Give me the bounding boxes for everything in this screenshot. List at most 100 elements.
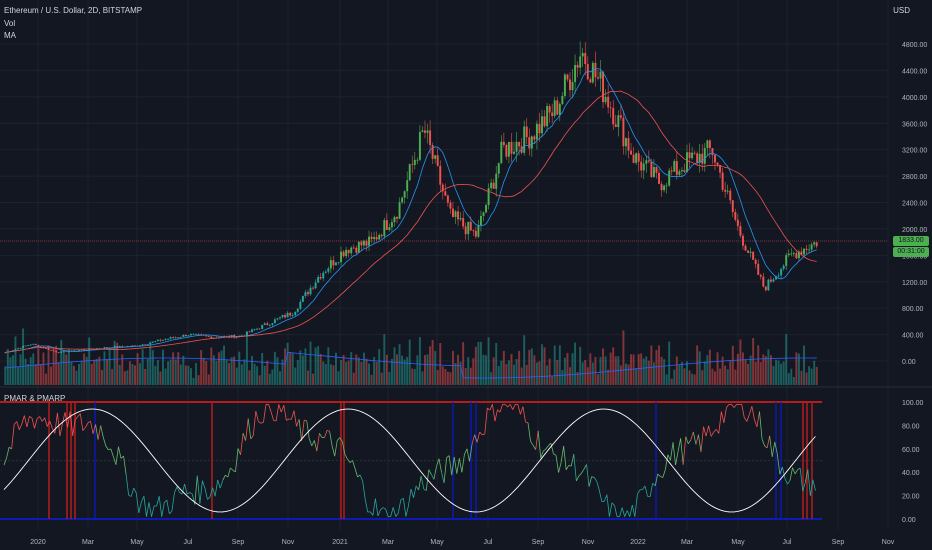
volume-bar xyxy=(569,367,571,385)
pmar-line-segment xyxy=(214,479,219,497)
candle-body xyxy=(655,167,658,173)
volume-bar xyxy=(42,352,45,385)
candle-body xyxy=(162,339,164,341)
volume-bar xyxy=(256,366,259,385)
time-tick-label: Nov xyxy=(282,539,295,546)
ma-legend[interactable]: MA xyxy=(4,31,16,40)
candle-body xyxy=(500,141,503,164)
volume-bar xyxy=(322,361,325,385)
pmar-line-segment xyxy=(189,492,193,495)
volume-bar xyxy=(518,350,521,385)
volume-bar xyxy=(182,355,185,385)
time-axis[interactable]: 2020 Mar May Jul Sep Nov 2021 Mar May Jul Sep Nov 20… xyxy=(30,539,895,546)
volume-bar xyxy=(619,365,622,385)
candle-body xyxy=(775,276,777,280)
volume-bar xyxy=(497,366,500,385)
volume-bar xyxy=(574,342,577,385)
volume-bar xyxy=(566,352,569,385)
volume-legend[interactable]: Vol xyxy=(4,19,16,28)
time-tick-label: Jul xyxy=(783,539,792,546)
pmar-line-segment xyxy=(77,413,81,417)
pmar-line-segment xyxy=(443,457,448,483)
candle-body xyxy=(134,345,136,347)
volume-bar xyxy=(373,356,376,385)
candle-body xyxy=(144,344,147,346)
volume-bar xyxy=(103,351,106,385)
volume-bar xyxy=(289,352,292,385)
high-signal-bar xyxy=(802,402,804,519)
volume-bar xyxy=(716,352,719,385)
indicator-legend[interactable]: PMAR & PMARP xyxy=(4,394,66,403)
volume-bar xyxy=(533,355,536,385)
volume-bar xyxy=(347,360,350,385)
candle-body xyxy=(118,345,121,348)
candle-body xyxy=(652,167,655,177)
volume-bar xyxy=(538,361,541,385)
pmar-line-segment xyxy=(120,455,124,459)
volume-bar xyxy=(741,352,744,385)
volume-bar xyxy=(655,349,658,385)
pmar-line-segment xyxy=(408,488,412,506)
candle-body xyxy=(813,242,816,245)
volume-bar xyxy=(307,370,309,385)
volume-bar xyxy=(436,370,439,385)
volume-bar xyxy=(754,361,757,385)
volume-bar xyxy=(734,369,737,385)
candle-body xyxy=(189,333,192,336)
pmar-line-segment xyxy=(420,475,425,490)
volume-bar xyxy=(591,362,594,385)
volume-bar xyxy=(675,356,678,385)
volume-bar xyxy=(29,357,32,385)
candle-body xyxy=(408,164,411,181)
pmar-line-segment xyxy=(672,442,676,466)
volume-bar xyxy=(589,353,592,385)
volume-bar xyxy=(469,367,472,385)
candle-body xyxy=(477,225,480,237)
indicator-axis[interactable]: 100.00 80.00 60.00 40.00 20.00 0.00 xyxy=(902,400,924,524)
volume-bar xyxy=(599,357,602,385)
volume-bar xyxy=(19,354,22,385)
volume-bar xyxy=(273,351,276,385)
pmar-line-segment xyxy=(560,445,565,463)
pmar-line-segment xyxy=(759,411,763,440)
volume-bar xyxy=(55,345,58,385)
volume-bar xyxy=(449,372,452,385)
pmar-line-segment xyxy=(184,483,188,495)
candle-body xyxy=(782,265,785,269)
pmar-line-segment xyxy=(275,404,280,421)
volume-bar xyxy=(691,373,694,385)
candle-body xyxy=(457,211,460,220)
candle-body xyxy=(780,268,783,276)
currency-label[interactable]: USD xyxy=(893,6,910,15)
pmar-line-segment xyxy=(372,498,376,516)
candle-body xyxy=(492,182,495,189)
chart-title[interactable]: Ethereum / U.S. Dollar, 2D, BITSTAMP xyxy=(4,6,143,15)
candle-body xyxy=(164,339,167,341)
price-axis[interactable]: 4800.00 4400.00 4000.00 3600.00 3200.00 2800.… xyxy=(902,42,927,366)
candle-body xyxy=(815,242,818,247)
candle-body xyxy=(304,292,307,296)
pmar-line-segment xyxy=(784,478,788,485)
volume-bar xyxy=(327,347,330,385)
candle-body xyxy=(747,250,750,253)
volume-bar xyxy=(515,358,518,385)
pmar-line-segment xyxy=(695,434,699,445)
pmar-line-segment xyxy=(382,507,386,510)
candle-body xyxy=(319,277,322,279)
pmar-line-segment xyxy=(677,438,682,452)
pmar-line-segment xyxy=(598,489,603,502)
volume-bar xyxy=(416,355,419,385)
pmar-line-segment xyxy=(212,487,216,497)
volume-bar xyxy=(279,371,281,385)
volume-bar xyxy=(719,368,722,385)
pmar-line-segment xyxy=(146,502,150,517)
pmar-line-segment xyxy=(723,407,727,423)
volume-bar xyxy=(78,363,81,385)
volume-bar xyxy=(27,363,30,385)
candle-body xyxy=(698,153,701,163)
pmar-line-segment xyxy=(171,492,175,512)
volume-bar xyxy=(775,359,777,385)
volume-bar xyxy=(390,358,393,385)
candle-body xyxy=(785,255,788,266)
